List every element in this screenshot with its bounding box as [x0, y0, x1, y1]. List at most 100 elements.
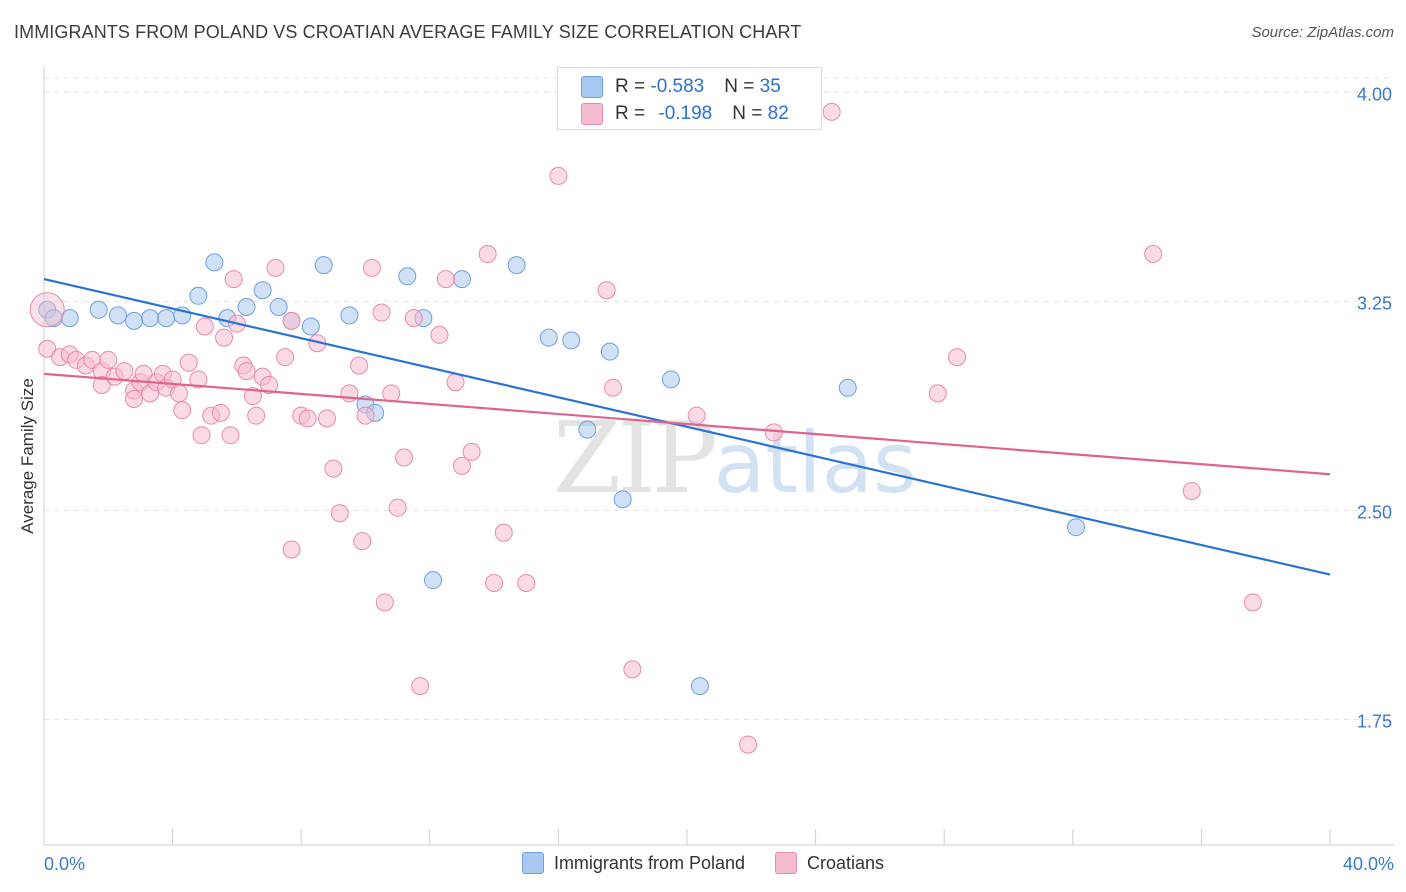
croatian-point [237, 362, 256, 381]
croatian-point [436, 270, 455, 289]
poland-trend-line [43, 278, 1331, 576]
croatian-point [764, 423, 783, 442]
croatian-point [170, 384, 189, 403]
poland-point [301, 317, 320, 336]
croatian-point [549, 166, 568, 185]
croatian-point [179, 353, 198, 372]
croatian-point [375, 593, 394, 612]
r-label: R = [615, 103, 651, 124]
croatian-trend-line [43, 372, 1331, 476]
croatian-point [115, 362, 134, 381]
r-label: R = [615, 76, 651, 97]
croatian-point [282, 540, 301, 559]
cluster-point [29, 292, 65, 328]
poland-point [314, 256, 333, 275]
croatian-point [276, 348, 295, 367]
poland-point [340, 306, 359, 325]
croatian-point [372, 303, 391, 322]
poland-point [253, 281, 272, 300]
y-tick-label: 2.50 [1357, 502, 1392, 522]
legend-label-poland: Immigrants from Poland [553, 852, 746, 873]
poland-point [838, 378, 857, 397]
poland-legend-swatch [521, 852, 544, 874]
poland-point [108, 306, 127, 325]
croatian-point [195, 317, 214, 336]
croatian-point [221, 426, 240, 445]
y-tick-label: 4.00 [1357, 84, 1392, 104]
n-label: N = [724, 76, 760, 97]
croatian-point [623, 660, 642, 679]
poland-point [205, 253, 224, 272]
croatians-swatch [581, 103, 603, 125]
x-tick-label-max: 40.0% [1343, 854, 1394, 874]
poland-point [613, 490, 632, 509]
poland-point [661, 370, 680, 389]
poland-point [189, 286, 208, 305]
poland-point [89, 300, 108, 319]
poland-point [398, 267, 417, 286]
croatian-point [452, 456, 471, 475]
stats-legend: R = -0.583 N = 35 R = -0.198 N = 82 [557, 67, 822, 130]
legend: Immigrants from Poland Croatians [0, 852, 1406, 874]
poland-point [157, 309, 176, 328]
poland-point [237, 297, 256, 316]
poland-swatch [581, 76, 603, 98]
croatian-point [362, 258, 381, 277]
croatian-point [446, 373, 465, 392]
croatian-point [494, 523, 513, 542]
poland-point [562, 331, 581, 350]
croatian-point [687, 406, 706, 425]
croatian-point [948, 348, 967, 367]
croatian-point [822, 102, 841, 121]
chart-title: IMMIGRANTS FROM POLAND VS CROATIAN AVERA… [14, 22, 802, 42]
croatian-point [1243, 593, 1262, 612]
croatian-point [353, 532, 372, 551]
n-value: 82 [767, 103, 789, 124]
croatian-point [92, 376, 111, 395]
poland-point [690, 677, 709, 696]
x-tick-label-min: 0.0% [44, 854, 85, 874]
poland-point [141, 309, 160, 328]
poland-point [452, 270, 471, 289]
croatians-legend-swatch [775, 852, 798, 874]
y-tick-label: 3.25 [1357, 293, 1392, 313]
r-value: -0.198 [658, 103, 713, 124]
poland-point [269, 297, 288, 316]
croatian-point [247, 406, 266, 425]
croatian-point [192, 426, 211, 445]
croatian-point [462, 442, 481, 461]
croatian-point [395, 448, 414, 467]
poland-point [578, 420, 597, 439]
poland-point [600, 342, 619, 361]
r-value: -0.583 [650, 76, 705, 97]
croatian-point [478, 244, 497, 263]
croatian-point [324, 459, 343, 478]
poland-point [507, 256, 526, 275]
croatian-point [1144, 244, 1163, 263]
croatian-point [604, 378, 623, 397]
croatian-point [485, 573, 504, 592]
legend-label-croatians: Croatians [807, 852, 885, 873]
legend-item-poland: Immigrants from Poland [521, 852, 746, 874]
croatian-point [404, 309, 423, 328]
y-tick-label: 1.75 [1357, 712, 1392, 732]
croatian-point [517, 573, 536, 592]
croatian-point [1182, 481, 1201, 500]
stats-row-croatians: R = -0.198 N = 82 [581, 100, 789, 128]
croatian-point [382, 384, 401, 403]
n-label: N = [732, 103, 768, 124]
croatian-point [411, 677, 430, 696]
chart-source: Source: ZipAtlas.com [1251, 24, 1394, 41]
croatian-point [356, 406, 375, 425]
croatian-point [928, 384, 947, 403]
croatian-point [317, 409, 336, 428]
croatian-point [597, 281, 616, 300]
croatian-point [298, 409, 317, 428]
croatian-point [189, 370, 208, 389]
croatian-point [430, 325, 449, 344]
poland-point [539, 328, 558, 347]
croatian-point [266, 258, 285, 277]
croatian-point [243, 387, 262, 406]
croatian-point [224, 270, 243, 289]
